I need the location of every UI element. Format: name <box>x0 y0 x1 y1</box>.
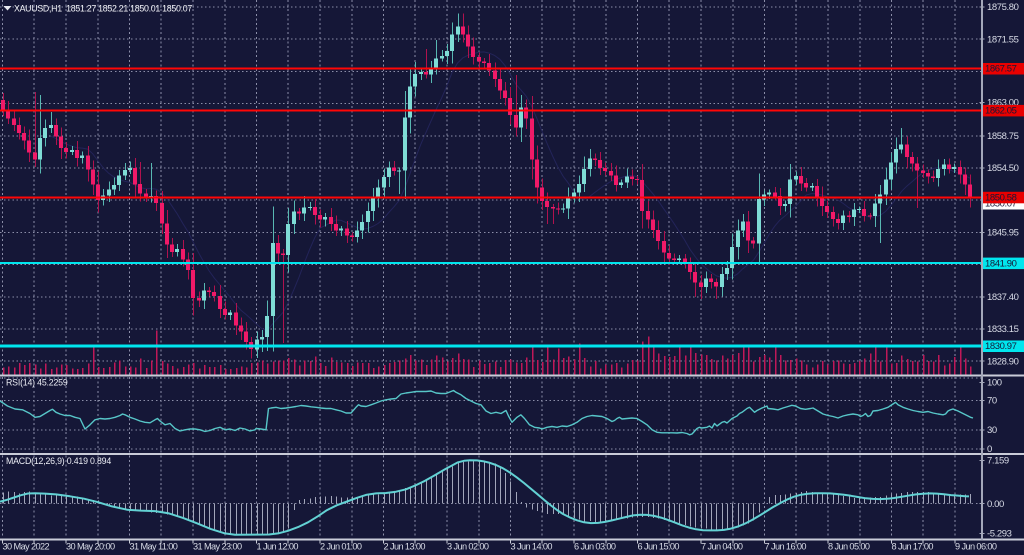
svg-text:8 Jun 05:00: 8 Jun 05:00 <box>828 542 870 552</box>
svg-text:1858.75: 1858.75 <box>987 131 1019 142</box>
svg-text:1845.95: 1845.95 <box>987 228 1019 239</box>
svg-text:1830.97: 1830.97 <box>985 341 1017 352</box>
svg-text:7 Jun 16:00: 7 Jun 16:00 <box>765 542 807 552</box>
svg-text:1871.55: 1871.55 <box>987 34 1019 45</box>
svg-text:70: 70 <box>987 396 997 407</box>
svg-text:XAUUSD,H1 1851.27 1852.21 185: XAUUSD,H1 1851.27 1852.21 1850.01 1850.0… <box>14 4 192 14</box>
svg-text:1875.80: 1875.80 <box>987 2 1019 13</box>
svg-text:1854.50: 1854.50 <box>987 163 1019 174</box>
svg-text:3 Jun 02:00: 3 Jun 02:00 <box>447 542 489 552</box>
svg-text:30 May 20:00: 30 May 20:00 <box>66 542 115 552</box>
svg-text:3 Jun 14:00: 3 Jun 14:00 <box>511 542 553 552</box>
svg-text:2 Jun 13:00: 2 Jun 13:00 <box>384 542 426 552</box>
svg-text:2 Jun 01:00: 2 Jun 01:00 <box>320 542 362 552</box>
svg-text:1867.57: 1867.57 <box>985 64 1017 75</box>
svg-text:1 Jun 12:00: 1 Jun 12:00 <box>257 542 299 552</box>
svg-text:31 May 11:00: 31 May 11:00 <box>130 542 178 552</box>
svg-text:1833.15: 1833.15 <box>987 324 1019 335</box>
svg-text:6 Jun 03:00: 6 Jun 03:00 <box>574 542 616 552</box>
svg-text:9 Jun 06:00: 9 Jun 06:00 <box>955 542 997 552</box>
svg-text:MACD(12,26,9) 0.419 0.894: MACD(12,26,9) 0.419 0.894 <box>6 456 111 466</box>
svg-text:6 Jun 15:00: 6 Jun 15:00 <box>638 542 680 552</box>
svg-text:1862.05: 1862.05 <box>985 106 1017 117</box>
svg-text:-5.293: -5.293 <box>987 529 1012 540</box>
svg-text:100: 100 <box>987 378 1002 389</box>
svg-text:1850.58: 1850.58 <box>985 193 1017 204</box>
svg-text:30: 30 <box>987 425 997 436</box>
svg-text:31 May 23:00: 31 May 23:00 <box>193 542 242 552</box>
svg-text:1837.40: 1837.40 <box>987 292 1019 303</box>
svg-text:7 Jun 04:00: 7 Jun 04:00 <box>701 542 743 552</box>
svg-text:8 Jun 17:00: 8 Jun 17:00 <box>892 542 934 552</box>
svg-text:1828.90: 1828.90 <box>987 356 1019 367</box>
svg-text:RSI(14) 45.2259: RSI(14) 45.2259 <box>6 378 68 388</box>
svg-text:1850.07: 1850.07 <box>985 199 1017 210</box>
svg-text:30 May 2022: 30 May 2022 <box>3 542 50 552</box>
svg-text:1863.00: 1863.00 <box>987 98 1019 109</box>
svg-text:1841.90: 1841.90 <box>985 258 1017 269</box>
svg-text:7.159: 7.159 <box>987 456 1009 467</box>
svg-text:0: 0 <box>987 444 992 455</box>
svg-text:0.00: 0.00 <box>987 499 1004 510</box>
